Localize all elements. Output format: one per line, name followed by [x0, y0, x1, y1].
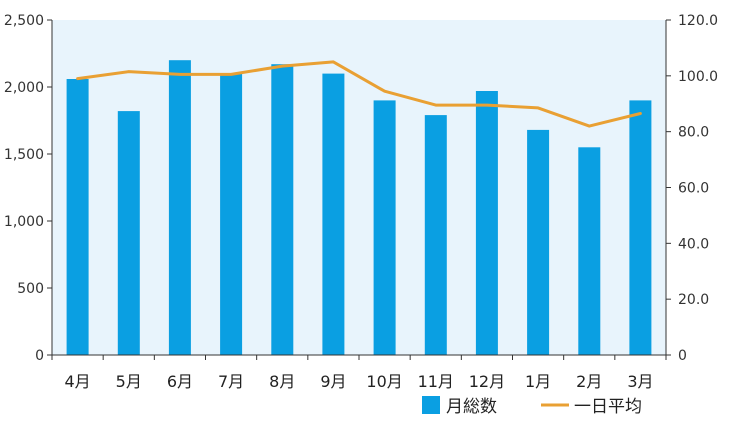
bar-6 [322, 73, 345, 355]
left-tick-label: 500 [17, 281, 44, 297]
legend-swatch-bar [422, 396, 440, 414]
left-tick-label: 1,000 [4, 214, 44, 230]
left-tick-label: 2,000 [4, 80, 44, 96]
bar-3 [168, 60, 191, 355]
category-label: 5月 [116, 372, 142, 391]
category-label: 6月 [167, 372, 193, 391]
right-tick-label: 120.0 [678, 13, 718, 29]
left-tick-label: 1,500 [4, 147, 44, 163]
category-label: 12月 [469, 372, 505, 391]
right-tick-label: 80.0 [678, 125, 709, 141]
plot-background [52, 20, 666, 355]
right-tick-label: 100.0 [678, 69, 718, 85]
bar-7 [373, 100, 396, 356]
bar-2 [117, 111, 140, 355]
right-tick-label: 60.0 [678, 181, 709, 197]
bar-4 [220, 73, 243, 355]
category-label: 4月 [64, 372, 90, 391]
bar-series [66, 60, 652, 356]
category-label: 10月 [366, 372, 402, 391]
category-label: 3月 [627, 372, 653, 391]
right-tick-label: 0 [678, 348, 687, 364]
bar-8 [424, 115, 447, 355]
left-tick-label: 0 [35, 348, 44, 364]
category-label: 7月 [218, 372, 244, 391]
category-label: 11月 [418, 372, 454, 391]
left-tick-label: 2,500 [4, 13, 44, 29]
legend-label-bar: 月総数 [446, 397, 497, 417]
average-line [76, 60, 642, 128]
right-tick-label: 40.0 [678, 236, 709, 252]
right-tick-label: 20.0 [678, 292, 709, 308]
category-label: 2月 [576, 372, 602, 391]
legend: 月総数 一日平均 [422, 396, 642, 417]
bar-11 [578, 147, 601, 355]
line-series [76, 60, 642, 128]
bar-5 [271, 64, 294, 355]
bar-10 [527, 129, 550, 355]
bar-12 [629, 100, 652, 356]
left-axis-ticks: 0 500 1,000 1,500 2,000 2,500 [4, 13, 52, 364]
legend-label-line: 一日平均 [574, 397, 642, 417]
category-label: 9月 [320, 372, 346, 391]
bar-9 [475, 91, 498, 355]
category-label: 1月 [525, 372, 551, 391]
bar-1 [66, 79, 89, 355]
category-labels: 4月 5月 6月 7月 8月 9月 10月 11月 12月 1月 2月 3月 [51, 355, 667, 391]
category-label: 8月 [269, 372, 295, 391]
right-axis-ticks: 0 20.0 40.0 60.0 80.0 100.0 120.0 [666, 13, 718, 364]
